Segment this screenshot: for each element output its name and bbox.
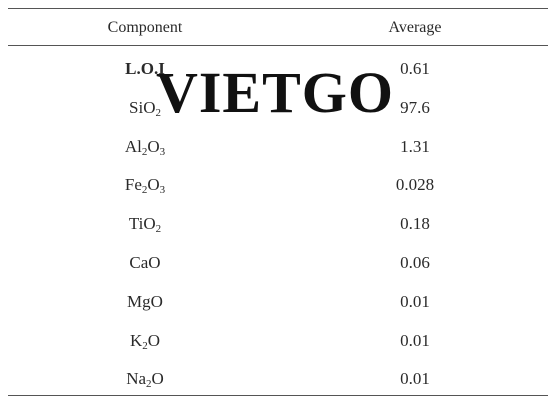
cell-average: 0.028 bbox=[395, 175, 435, 195]
table-top-rule bbox=[8, 8, 548, 9]
table-row: L.O.I 0.61 bbox=[0, 50, 554, 88]
header-component: Component bbox=[107, 19, 183, 36]
cell-component: TiO2 bbox=[128, 214, 162, 236]
table-bottom-rule bbox=[8, 395, 548, 396]
cell-average: 0.01 bbox=[400, 330, 430, 350]
cell-average: 0.61 bbox=[400, 59, 430, 78]
cell-average: 1.31 bbox=[400, 136, 430, 156]
cell-component: CaO bbox=[129, 253, 161, 272]
cell-component: Al2O3 bbox=[124, 136, 166, 158]
cell-average: 97.6 bbox=[400, 97, 430, 117]
table-row: SiO2 97.6 bbox=[0, 89, 554, 127]
table-header-rule bbox=[8, 45, 548, 46]
cell-average: 0.18 bbox=[400, 214, 430, 234]
table-row: Na2O 0.01 bbox=[0, 360, 554, 398]
table-row: MgO 0.01 bbox=[0, 283, 554, 321]
cell-component: MgO bbox=[127, 291, 163, 311]
table-row: TiO2 0.18 bbox=[0, 205, 554, 243]
table-row: CaO 0.06 bbox=[0, 244, 554, 282]
header-average: Average bbox=[388, 19, 442, 36]
cell-component: SiO2 bbox=[129, 97, 161, 119]
cell-component: Fe2O3 bbox=[124, 175, 166, 197]
cell-component: K2O bbox=[129, 330, 161, 352]
cell-component: Na2O bbox=[126, 369, 164, 391]
table-row: Al2O3 1.31 bbox=[0, 128, 554, 166]
cell-component: L.O.I bbox=[125, 59, 165, 78]
cell-average: 0.01 bbox=[400, 291, 430, 311]
cell-average: 0.06 bbox=[400, 253, 430, 272]
cell-average: 0.01 bbox=[400, 369, 430, 389]
table-row: K2O 0.01 bbox=[0, 322, 554, 360]
table-row: Fe2O3 0.028 bbox=[0, 166, 554, 204]
